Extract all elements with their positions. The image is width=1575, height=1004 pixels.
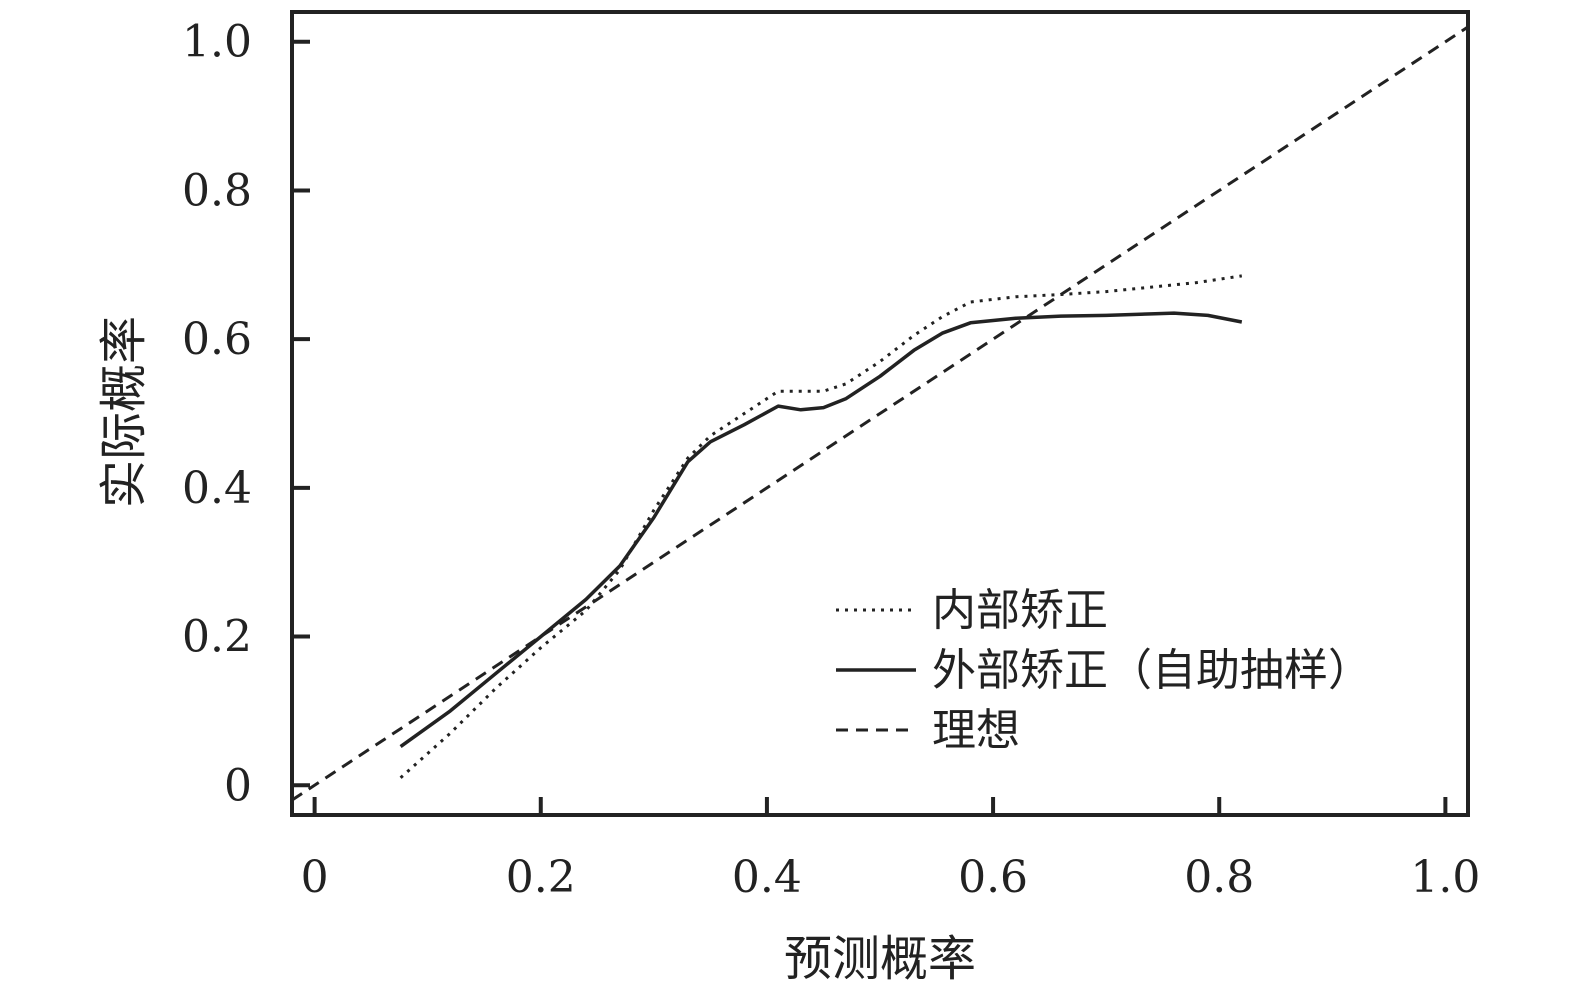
x-tick-label: 0.8: [1184, 852, 1254, 903]
x-tick-label: 0: [301, 852, 329, 903]
y-tick-label: 0.2: [182, 612, 252, 663]
axis-ticks: 0 0.2 0.4 0.6 0.8 1.0 0 0.2 0.4 0.6 0.8 1.0: [182, 17, 1480, 903]
y-tick-label: 0: [224, 760, 252, 811]
series-curves: [292, 25, 1468, 802]
y-tick-label: 0.8: [182, 165, 252, 216]
legend-label: 外部矫正（自助抽样）: [932, 645, 1372, 696]
x-tick-label: 0.2: [506, 852, 576, 903]
series-line-solid: [399, 311, 1243, 749]
x-tick-label: 1.0: [1410, 852, 1480, 903]
series-line-dotted: [399, 274, 1243, 779]
y-tick-label: 0.4: [182, 463, 252, 514]
x-tick-label: 0.6: [958, 852, 1028, 903]
y-tick-label: 1.0: [182, 17, 252, 68]
y-axis-title: 实际概率: [96, 316, 152, 508]
x-tick-label: 0.4: [732, 852, 802, 903]
legend-label: 理想: [932, 705, 1020, 756]
x-axis-title: 预测概率: [784, 931, 976, 987]
legend-label: 内部矫正: [932, 585, 1108, 636]
series-line-dashed: [292, 25, 1468, 802]
y-tick-label: 0.6: [182, 314, 252, 365]
plot-frame: [290, 10, 1470, 817]
